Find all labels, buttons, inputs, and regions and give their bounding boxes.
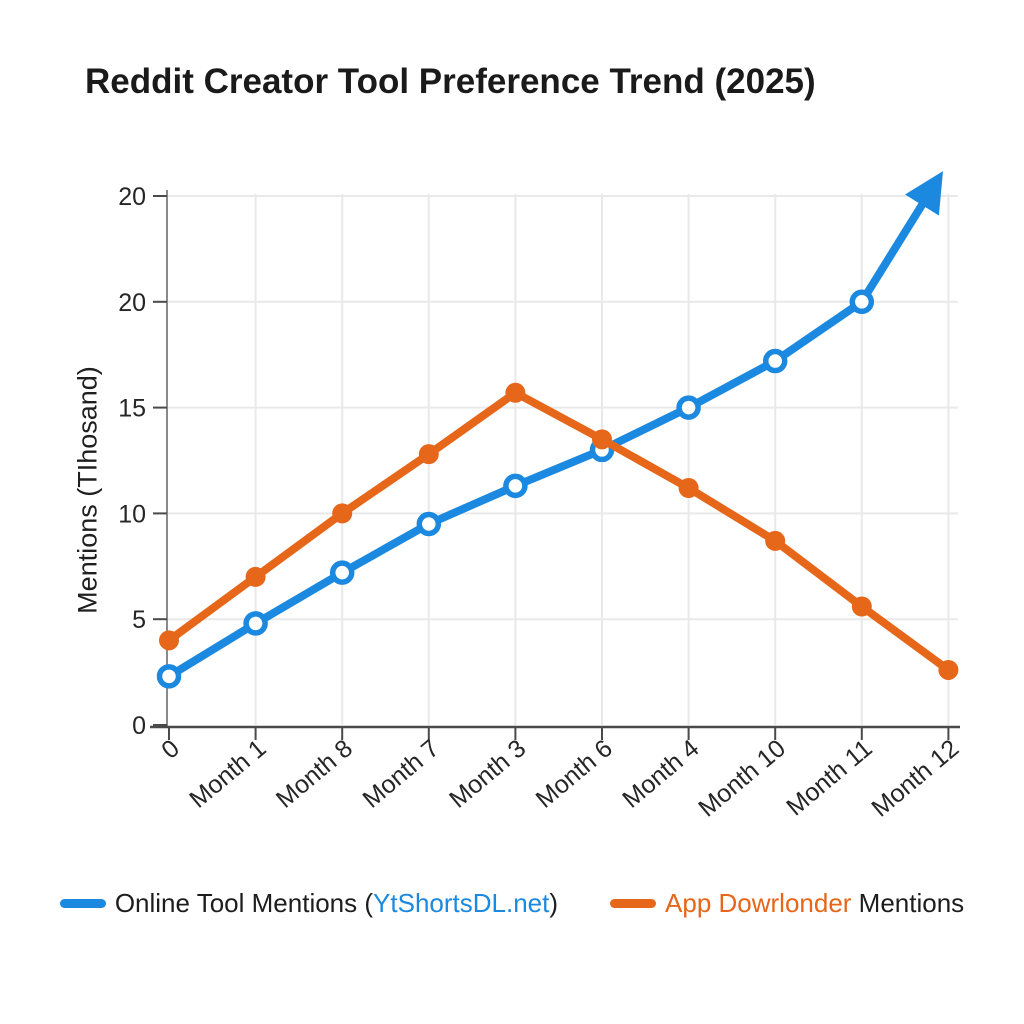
legend-label-part: Online Tool Mentions ( [114, 888, 374, 918]
y-tick-label: 20 [118, 183, 146, 211]
x-tick-label: Month 12 [866, 734, 964, 822]
data-point-filled-circle [159, 630, 179, 651]
data-point-filled-circle [418, 444, 439, 465]
data-point-filled-circle [245, 566, 266, 587]
data-point-open-circle [503, 473, 528, 499]
x-tick-label: Month 4 [617, 734, 704, 814]
x-tick-label: 0 [156, 734, 185, 764]
chart-title: Reddit Creator Tool Preference Trend (20… [85, 62, 816, 101]
data-point-open-circle [329, 560, 355, 585]
data-point-open-circle [156, 664, 182, 689]
legend-item-app-downloader: App Dowrlonder Mentions [610, 888, 964, 919]
legend-label: Online Tool Mentions (YtShortsDL.net) [115, 888, 558, 919]
legend-label: App Dowrlonder Mentions [665, 888, 964, 919]
data-point-filled-circle [938, 659, 959, 680]
x-tick-label: Month 1 [184, 734, 271, 814]
x-tick-label: Month 6 [531, 734, 618, 814]
y-tick-label: 20 [118, 289, 146, 317]
legend-label-part: YtShortsDL.net [373, 888, 550, 918]
legend-label-part: Mentions [851, 888, 965, 918]
legend-label-part: ) [549, 888, 559, 918]
legend-swatch-icon [610, 899, 657, 908]
data-point-open-circle [243, 611, 268, 636]
data-point-filled-circle [332, 503, 353, 524]
chart-legend: Online Tool Mentions (YtShortsDL.net) App… [0, 888, 1024, 919]
data-point-filled-circle [505, 382, 526, 403]
x-tick-label: Month 7 [357, 734, 444, 814]
legend-label-part: App Dowrlonder [665, 888, 852, 918]
x-tick-label: Month 8 [271, 734, 358, 814]
data-point-open-circle [849, 289, 875, 315]
data-point-filled-circle [678, 478, 699, 499]
y-tick-label: 5 [132, 606, 146, 634]
y-tick-label: 10 [118, 500, 146, 528]
series-line-1 [165, 388, 953, 674]
legend-item-online-tool: Online Tool Mentions (YtShortsDL.net) [59, 888, 558, 919]
data-point-open-circle [762, 348, 788, 374]
x-tick-label: Month 10 [693, 734, 791, 822]
x-tick-label: Month 3 [444, 734, 531, 814]
legend-swatch-icon [59, 899, 106, 908]
data-point-filled-circle [851, 596, 872, 617]
trend-arrow [857, 171, 944, 306]
y-tick-label: 0 [132, 712, 146, 740]
x-tick-label: Month 11 [781, 734, 877, 821]
data-point-filled-circle [592, 429, 612, 450]
data-point-open-circle [676, 395, 701, 420]
data-point-open-circle [416, 511, 442, 537]
data-point-filled-circle [765, 530, 786, 551]
y-tick-label: 15 [118, 395, 146, 423]
